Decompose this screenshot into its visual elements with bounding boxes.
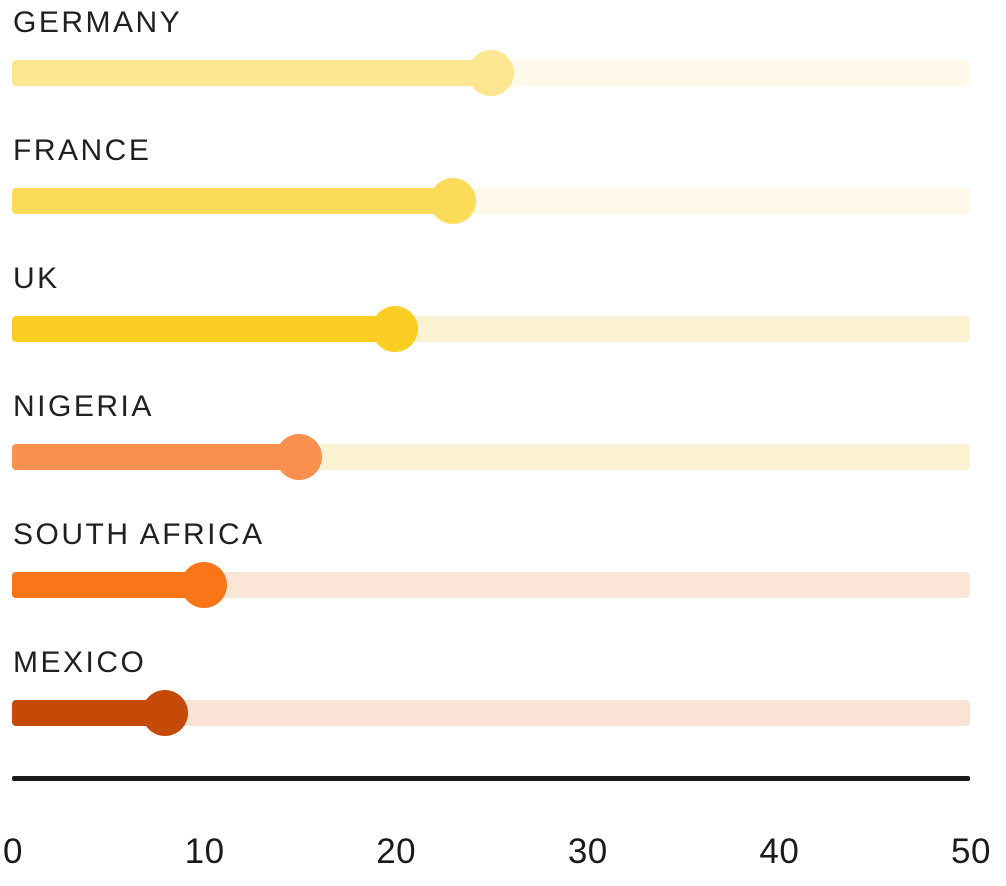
dot	[180, 562, 227, 608]
dot	[276, 434, 323, 480]
category-label-mexico: MEXICO	[13, 646, 147, 679]
bar-track-wrap	[12, 562, 970, 608]
dot	[429, 178, 476, 224]
chart-row-south-africa: SOUTH AFRICA	[0, 520, 1006, 648]
dot	[468, 50, 514, 96]
chart-row-mexico: MEXICO	[0, 648, 1006, 776]
chart-row-germany: GERMANY	[0, 8, 1006, 136]
bar-fill	[12, 60, 491, 86]
x-tick: 20	[376, 832, 417, 871]
bar-fill	[12, 572, 204, 598]
category-label-uk: UK	[13, 262, 60, 295]
x-tick: 10	[184, 832, 225, 871]
dot	[372, 306, 419, 352]
bar-fill	[12, 700, 166, 726]
bar-fill	[12, 188, 453, 214]
bar-fill	[12, 316, 396, 342]
chart-row-nigeria: NIGERIA	[0, 392, 1006, 520]
x-axis-ticks: 0 10 20 30 40 50	[3, 832, 990, 871]
chart-row-france: FRANCE	[0, 136, 1006, 264]
x-tick: 50	[951, 832, 991, 871]
x-axis-line	[12, 776, 970, 781]
bar-track-wrap	[12, 50, 970, 96]
bar-track-wrap	[12, 434, 970, 480]
x-tick: 30	[567, 832, 608, 871]
bar-fill	[12, 444, 300, 470]
category-label-france: FRANCE	[13, 134, 152, 167]
x-tick: 0	[3, 832, 23, 871]
bar-track-wrap	[12, 690, 970, 736]
category-label-south-africa: SOUTH AFRICA	[13, 518, 265, 551]
bar-track-wrap	[12, 306, 970, 352]
category-label-germany: GERMANY	[13, 6, 183, 39]
chart-row-uk: UK	[0, 264, 1006, 392]
category-label-nigeria: NIGERIA	[13, 390, 154, 423]
x-tick: 40	[759, 832, 800, 871]
dot	[142, 690, 189, 736]
bar-track-wrap	[12, 178, 970, 224]
